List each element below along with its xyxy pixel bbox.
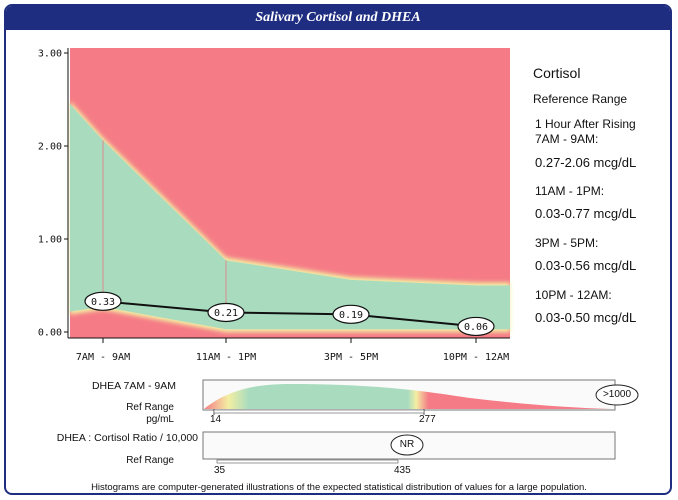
dhea-unit: pg/mL [146, 414, 174, 425]
dhea-ref-range-fill [213, 409, 425, 414]
ratio-result: NR [399, 439, 415, 450]
range-3-time: 3PM - 5PM: [535, 236, 599, 250]
dhea-result: >1000 [602, 389, 632, 400]
range-4-time: 10PM - 12AM: [535, 288, 612, 302]
reference-band [70, 104, 510, 330]
x-tick-label: 10PM - 12AM [443, 352, 509, 363]
x-tick-label: 3PM - 5PM [324, 352, 378, 363]
data-point [207, 302, 245, 323]
range-1-time: 1 Hour After Rising [535, 117, 636, 131]
ratio-label: DHEA : Cortisol Ratio / 10,000 [56, 432, 198, 444]
range-4-value: 0.03-0.50 mcg/dL [535, 310, 637, 325]
y-tick-label: 1.00 [38, 235, 62, 246]
range-3-value: 0.03-0.56 mcg/dL [535, 258, 637, 273]
dhea-histogram-curve [204, 384, 612, 409]
x-tick-label: 11AM - 1PM [196, 352, 256, 363]
footer-note: Histograms are computer-generated illust… [91, 482, 587, 493]
dhea-result-marker [595, 384, 639, 406]
data-label: 0.33 [91, 297, 115, 308]
ratio-ref-range-bar [216, 459, 399, 464]
dhea-ref-high: 277 [419, 414, 436, 425]
ratio-result-marker [390, 434, 424, 456]
ratio-ref-low: 35 [214, 465, 226, 476]
cortisol-series-line [102, 300, 477, 328]
ratio-ref-label: Ref Range [126, 455, 174, 466]
range-2-time: 11AM - 1PM: [535, 184, 605, 198]
data-point [84, 291, 122, 311]
sidebar-reference-range: Reference Range [533, 92, 628, 106]
range-2-value: 0.03-0.77 mcg/dL [535, 206, 637, 221]
data-point [332, 304, 370, 324]
sidebar-heading: Cortisol [533, 65, 581, 81]
ratio-ref-high: 435 [394, 465, 411, 476]
y-tick-label: 2.00 [38, 142, 62, 153]
dhea-ref-label: Ref Range [126, 402, 174, 413]
data-label: 0.06 [464, 322, 488, 333]
range-1-time2: 7AM - 9AM: [535, 132, 599, 146]
data-label: 0.21 [214, 308, 238, 319]
data-label: 0.19 [339, 310, 363, 321]
dhea-ref-low: 14 [210, 414, 222, 425]
dhea-label: DHEA 7AM - 9AM [91, 380, 176, 392]
y-tick-label: 0.00 [38, 328, 62, 339]
range-1-value: 0.27-2.06 mcg/dL [535, 155, 637, 170]
x-tick-label: 7AM - 9AM [76, 352, 130, 363]
panel-title: Salivary Cortisol and DHEA [6, 6, 670, 30]
data-point [457, 316, 495, 337]
y-tick-label: 3.00 [38, 49, 62, 60]
